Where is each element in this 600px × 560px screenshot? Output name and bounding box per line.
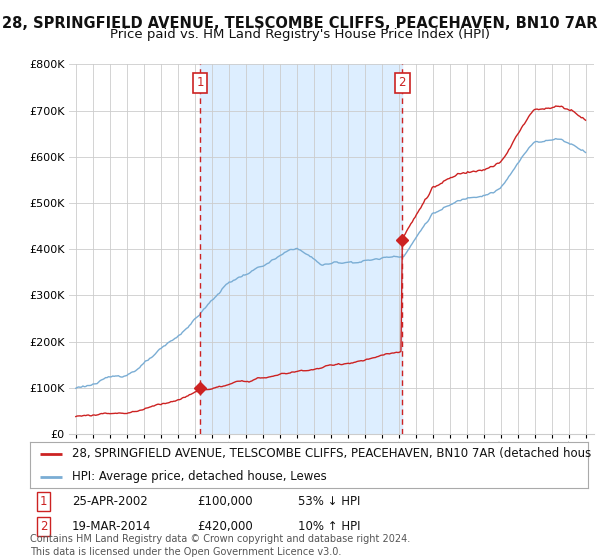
Text: Contains HM Land Registry data © Crown copyright and database right 2024.
This d: Contains HM Land Registry data © Crown c… — [30, 534, 410, 557]
Text: 28, SPRINGFIELD AVENUE, TELSCOMBE CLIFFS, PEACEHAVEN, BN10 7AR: 28, SPRINGFIELD AVENUE, TELSCOMBE CLIFFS… — [2, 16, 598, 31]
Text: 53% ↓ HPI: 53% ↓ HPI — [298, 495, 360, 508]
Text: 28, SPRINGFIELD AVENUE, TELSCOMBE CLIFFS, PEACEHAVEN, BN10 7AR (detached hous: 28, SPRINGFIELD AVENUE, TELSCOMBE CLIFFS… — [73, 447, 592, 460]
Text: Price paid vs. HM Land Registry's House Price Index (HPI): Price paid vs. HM Land Registry's House … — [110, 28, 490, 41]
Bar — [200, 64, 403, 434]
Text: HPI: Average price, detached house, Lewes: HPI: Average price, detached house, Lewe… — [73, 470, 327, 483]
Text: 1: 1 — [40, 495, 47, 508]
Text: 10% ↑ HPI: 10% ↑ HPI — [298, 520, 361, 533]
Text: 1: 1 — [196, 76, 204, 90]
Text: £100,000: £100,000 — [197, 495, 253, 508]
Text: 2: 2 — [398, 76, 406, 90]
Text: 2: 2 — [40, 520, 47, 533]
Text: £420,000: £420,000 — [197, 520, 253, 533]
Text: 19-MAR-2014: 19-MAR-2014 — [72, 520, 151, 533]
Text: 25-APR-2002: 25-APR-2002 — [72, 495, 148, 508]
